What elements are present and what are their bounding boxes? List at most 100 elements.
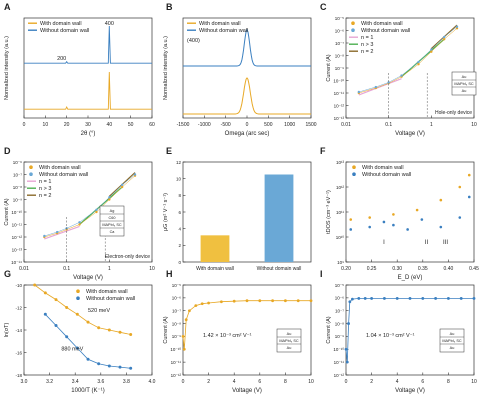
data-point (406, 228, 409, 231)
x-tick-label: 0 (345, 379, 348, 385)
x-tick-label: 500 (264, 122, 273, 128)
y-tick-label: 10⁻⁵ (172, 283, 181, 288)
panel-G: G 1000/T (K⁻¹) ln(σT) 3.0 3.2 3.4 3.6 3.8 4.0 -18… (4, 269, 156, 394)
data-point (43, 234, 46, 238)
data-point (97, 326, 101, 330)
x-tick-label: 0.25 (367, 266, 377, 272)
legend-entry: n = 1 (361, 35, 373, 41)
y-tick-label: -14 (15, 328, 22, 333)
legend-marker (29, 172, 33, 176)
data-point (368, 225, 372, 229)
category-label: With domain wall (196, 266, 234, 272)
legend-entry: n = 1 (39, 179, 51, 185)
data-point (54, 298, 58, 302)
legend-entry: n > 3 (361, 42, 373, 48)
data-point (382, 220, 386, 224)
data-point (107, 328, 111, 332)
data-point (434, 297, 437, 300)
x-tick-label: 6 (421, 379, 424, 385)
data-point (182, 347, 186, 351)
x-axis-label: 2θ (°) (81, 131, 96, 137)
data-point (75, 312, 79, 316)
device-layer-label: Au (287, 332, 292, 336)
y-tick-label: 10⁻¹⁰ (11, 210, 22, 215)
data-point (374, 85, 378, 89)
y-tick-label: 10⁻¹¹ (334, 91, 345, 96)
annotation: (400) (187, 38, 200, 44)
y-tick-label: 0 (178, 260, 181, 265)
y-tick-label: 10⁻⁸ (335, 321, 344, 326)
data-point (439, 225, 443, 229)
x-tick-label: 4.0 (149, 379, 156, 385)
mobility-label: 1.04 × 10⁻³ cm² V⁻¹ (366, 333, 415, 339)
y-tick-label: 4 (178, 226, 181, 231)
panel-letter: F (320, 146, 326, 156)
x-axis-label: Voltage (V) (395, 131, 425, 137)
device-schematic (276, 328, 302, 353)
y-tick-label: 10⁻¹² (171, 373, 182, 378)
y-tick-label: 10⁻⁸ (172, 321, 181, 326)
data-point (120, 185, 124, 189)
legend-marker (351, 21, 355, 26)
data-point (447, 297, 450, 300)
x-tick-label: 1500 (305, 122, 316, 128)
data-point (108, 196, 111, 199)
plot-frame (345, 284, 475, 376)
y-tick-label: 10¹³ (336, 160, 345, 165)
x-axis-label: E_D (eV) (398, 275, 423, 281)
data-point (108, 198, 111, 201)
data-point (258, 299, 262, 303)
data-point (345, 360, 349, 364)
data-point (118, 330, 122, 334)
data-point (86, 320, 90, 324)
y-tick-label: 10⁻¹⁴ (11, 260, 22, 265)
y-tick-label: 10⁻¹² (12, 235, 23, 240)
data-point (118, 365, 122, 369)
data-point (97, 362, 101, 366)
y-tick-label: 10⁻¹⁰ (333, 347, 344, 352)
legend-entry: With domain wall (362, 165, 404, 171)
series-line (183, 77, 311, 115)
y-tick-label: 10⁻⁶ (172, 296, 181, 301)
data-point (129, 366, 133, 370)
x-tick-label: 4 (396, 379, 399, 385)
legend-marker (76, 289, 80, 294)
y-axis-label: Current (A) (326, 316, 332, 343)
x-tick-label: -1000 (198, 122, 211, 128)
series-line (358, 26, 458, 93)
category-label: Without domain wall (257, 266, 302, 272)
x-tick-label: 10 (43, 122, 49, 128)
data-point (309, 299, 313, 303)
data-point (420, 218, 424, 221)
x-tick-label: 40 (107, 122, 113, 128)
y-tick-label: 10⁻¹² (334, 373, 345, 378)
y-axis-label: tDOS (cm⁻³ eV⁻¹) (326, 190, 332, 234)
x-tick-label: 4 (233, 379, 236, 385)
data-point (349, 228, 353, 231)
y-tick-label: 10⁻¹³ (12, 247, 23, 252)
device-type-label: Hole-only device (435, 110, 472, 116)
x-tick-label: 0.40 (444, 266, 454, 272)
x-tick-label: 0.35 (418, 266, 428, 272)
device-layer-label: MAPbI₃ SC (279, 339, 299, 343)
data-point (459, 297, 463, 300)
x-tick-label: 0.20 (341, 266, 351, 272)
data-point (86, 357, 90, 361)
panel-letter: E (166, 146, 172, 156)
data-point (200, 302, 204, 306)
y-tick-label: -16 (15, 350, 22, 355)
y-tick-label: 10⁻⁷ (13, 172, 22, 177)
data-point (43, 312, 47, 316)
device-layer-label: Ca (110, 230, 116, 234)
panel-F: F E_D (eV) tDOS (cm⁻³ eV⁻¹) 0.20 0.25 0.30 0.3… (320, 146, 479, 281)
data-point (220, 300, 223, 304)
data-point (194, 304, 198, 307)
x-tick-label: 1 (430, 122, 433, 128)
data-point (129, 333, 133, 336)
y-tick-label: 10⁻¹² (334, 103, 345, 108)
y-tick-label: 10⁻¹⁰ (333, 78, 344, 83)
y-tick-label: 6 (178, 210, 181, 215)
y-axis-label: Current (A) (4, 198, 10, 225)
data-point (392, 213, 395, 216)
x-tick-label: 6 (258, 379, 261, 385)
